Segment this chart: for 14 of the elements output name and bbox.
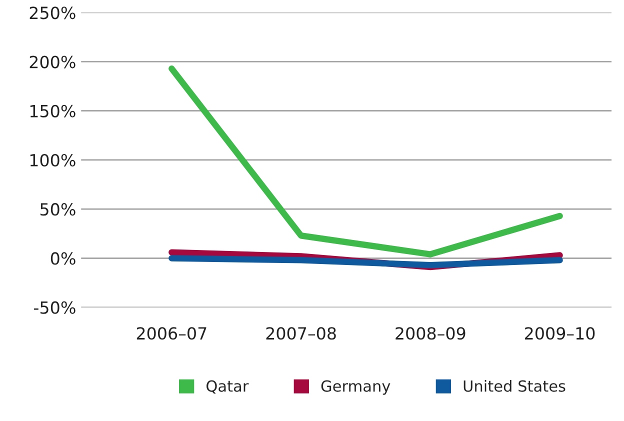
y-tick-label: 0% [50,252,76,265]
legend-label: United States [464,380,566,392]
x-tick-label: 2009–10 [525,327,595,340]
legend-label: Qatar [206,380,249,394]
x-tick-label: 2008–09 [396,327,466,340]
y-tick-label: 200% [30,56,76,68]
legend-label: Germany [321,380,390,395]
y-tick-label: 50% [40,203,76,216]
y-tick-label: 150% [30,104,76,118]
x-tick-label: 2006–07 [136,327,206,340]
y-tick-label: 250% [30,6,76,20]
x-tick-label: 2007–08 [266,327,336,340]
y-tick-label: -50% [34,301,76,314]
y-tick-label: 100% [30,154,76,167]
